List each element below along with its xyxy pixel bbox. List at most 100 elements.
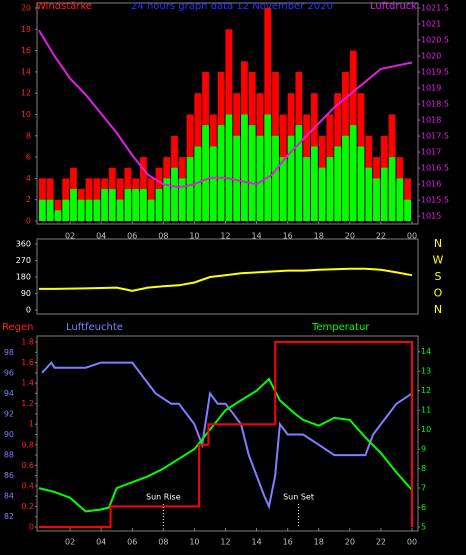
x-tick-label: 14 xyxy=(251,232,261,241)
y-tick-label: 1 xyxy=(29,420,34,429)
y-tick-label: 180 xyxy=(16,273,31,282)
bar xyxy=(310,146,318,221)
y-tick-label: 0 xyxy=(26,306,31,315)
bar xyxy=(85,199,93,221)
axis-label: Temperatur xyxy=(311,322,370,333)
y2-tick-label: O xyxy=(434,287,443,300)
series-line xyxy=(39,267,413,292)
y-tick-label: 2 xyxy=(26,195,31,204)
x-tick-label: 08 xyxy=(158,538,168,547)
bar xyxy=(326,157,334,221)
bar xyxy=(225,114,233,221)
y-tick-label: 1.2 xyxy=(21,399,34,408)
annotation: Sun Set xyxy=(283,493,314,502)
bar xyxy=(303,157,310,221)
y-tick-label: 1.6 xyxy=(21,358,34,367)
y2-tick-label: 8 xyxy=(421,464,426,473)
bar xyxy=(342,135,349,221)
bar xyxy=(124,189,132,221)
bar xyxy=(396,178,404,221)
bar xyxy=(209,146,217,221)
bar xyxy=(39,199,46,221)
bar xyxy=(46,199,54,221)
bar xyxy=(186,157,194,221)
series-line xyxy=(39,341,413,528)
bar xyxy=(318,167,326,221)
y2-tick-label: 9 xyxy=(421,445,426,454)
y-tick-label: 360 xyxy=(16,240,31,249)
annotation: Sun Rise xyxy=(146,493,181,502)
axis-label: Luftdruck xyxy=(370,1,417,12)
y2-tick-label: 1020 xyxy=(421,52,441,61)
bar xyxy=(248,125,256,221)
y-tick-label: 14 xyxy=(21,67,31,76)
x-tick-label: 12 xyxy=(220,538,230,547)
y2-tick-label: 1019 xyxy=(421,84,441,93)
y3-tick-label: 94 xyxy=(4,389,14,398)
y2-tick-label: 1016 xyxy=(421,180,441,189)
x-tick-label: 12 xyxy=(220,232,230,241)
y2-tick-label: 11 xyxy=(421,406,431,415)
y3-tick-label: 96 xyxy=(4,368,14,377)
y2-tick-label: W xyxy=(433,254,444,267)
y-tick-label: 0.8 xyxy=(21,440,34,449)
x-tick-label: 10 xyxy=(189,538,199,547)
y2-tick-label: 1019.5 xyxy=(421,68,449,77)
bar xyxy=(357,146,365,221)
bar xyxy=(77,199,85,221)
series-line xyxy=(38,377,413,513)
y3-tick-label: 84 xyxy=(4,492,14,501)
y2-tick-label: 1017.5 xyxy=(421,132,449,141)
y2-tick-label: 6 xyxy=(421,503,426,512)
y2-tick-label: N xyxy=(434,237,442,250)
x-tick-label: 10 xyxy=(189,232,199,241)
series-line xyxy=(38,29,413,189)
bar xyxy=(295,125,303,221)
y2-tick-label: 14 xyxy=(421,347,431,356)
bar xyxy=(140,189,147,221)
bar xyxy=(217,125,225,221)
y-tick-label: 10 xyxy=(21,110,31,119)
bar xyxy=(101,189,108,221)
y2-tick-label: 5 xyxy=(421,523,426,532)
x-tick-label: 20 xyxy=(345,538,355,547)
x-tick-label: 04 xyxy=(96,232,106,241)
x-tick-label: 18 xyxy=(314,538,324,547)
y-tick-label: 1.4 xyxy=(21,379,34,388)
y3-tick-label: 92 xyxy=(4,409,14,418)
bar xyxy=(287,135,295,221)
bar xyxy=(70,189,77,221)
bar xyxy=(93,199,101,221)
y-tick-label: 1.8 xyxy=(21,338,34,347)
x-tick-label: 06 xyxy=(127,538,137,547)
bar xyxy=(233,135,241,221)
y-tick-label: 0 xyxy=(26,217,31,226)
y2-tick-label: 1015 xyxy=(421,212,441,221)
bar xyxy=(272,135,279,221)
y3-tick-label: 98 xyxy=(4,348,14,357)
bar xyxy=(279,157,287,221)
bar xyxy=(163,178,171,221)
bar xyxy=(380,167,388,221)
y-tick-label: 0 xyxy=(29,523,34,532)
y-tick-label: 6 xyxy=(26,153,31,162)
bar xyxy=(349,125,357,221)
bar xyxy=(108,189,116,221)
y2-tick-label: 1021.5 xyxy=(421,4,449,13)
bar xyxy=(171,167,178,221)
y2-tick-label: 13 xyxy=(421,367,431,376)
y3-tick-label: 88 xyxy=(4,451,14,460)
x-tick-label: 08 xyxy=(158,232,168,241)
x-tick-label: 02 xyxy=(65,232,75,241)
bar xyxy=(365,167,373,221)
y2-tick-label: 1018.5 xyxy=(421,100,449,109)
x-tick-label: 22 xyxy=(376,232,386,241)
chart-title: 24 hours graph data 12 November 2020 xyxy=(131,1,333,12)
bar xyxy=(155,189,163,221)
bar xyxy=(373,178,380,221)
bar xyxy=(147,199,155,221)
plot-frame xyxy=(36,335,419,532)
y2-tick-label: 1015.5 xyxy=(421,196,449,205)
y2-tick-label: S xyxy=(435,270,442,283)
y-tick-label: 16 xyxy=(21,46,31,55)
